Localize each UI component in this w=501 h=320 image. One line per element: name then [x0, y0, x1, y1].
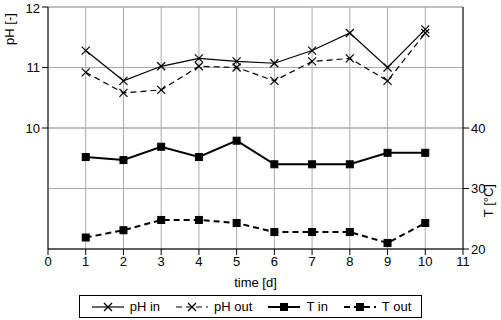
- svg-text:time [d]: time [d]: [234, 275, 277, 290]
- html-text:T out: T out: [381, 299, 412, 314]
- html-text:pH in: pH in: [129, 299, 161, 314]
- svg-text:pH [-]: pH [-]: [8, 13, 17, 45]
- svg-text:40: 40: [471, 121, 485, 136]
- svg-text:11: 11: [27, 60, 41, 75]
- html-text:T in: T in: [306, 299, 328, 314]
- svg-text:3: 3: [158, 254, 165, 269]
- svg-text:2: 2: [120, 254, 127, 269]
- svg-text:0: 0: [44, 254, 51, 269]
- html-text:pH out: pH out: [214, 299, 253, 314]
- svg-text:8: 8: [346, 254, 353, 269]
- svg-text:12: 12: [26, 1, 40, 16]
- svg-text:7: 7: [308, 254, 315, 269]
- svg-text:1: 1: [82, 254, 89, 269]
- svg-text:10: 10: [418, 254, 432, 269]
- svg-text:4: 4: [195, 254, 202, 269]
- svg-text:20: 20: [471, 242, 485, 257]
- svg-text:30: 30: [471, 181, 485, 196]
- svg-text:9: 9: [384, 254, 391, 269]
- svg-text:11: 11: [456, 254, 470, 269]
- svg-text:5: 5: [233, 254, 240, 269]
- svg-text:10: 10: [26, 121, 40, 136]
- svg-text:6: 6: [271, 254, 278, 269]
